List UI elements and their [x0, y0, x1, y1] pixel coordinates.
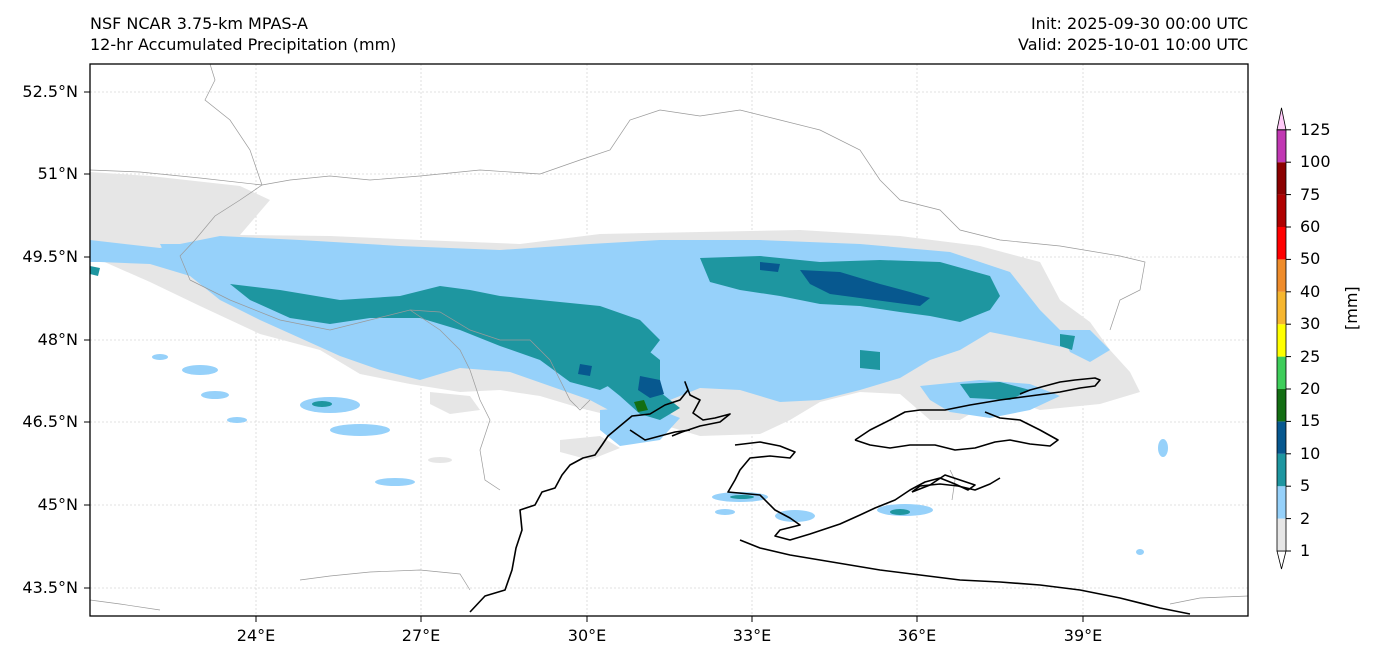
- valid-time: Valid: 2025-10-01 10:00 UTC: [1017, 35, 1248, 54]
- lat-label-49-5: 49.5°N: [22, 247, 78, 266]
- colorbar-swatch-40: [1277, 259, 1286, 292]
- country-borders: [90, 64, 1248, 611]
- colorbar-swatch-30: [1277, 291, 1286, 325]
- colorbar-swatch-5: [1277, 453, 1286, 487]
- colorbar-swatch-60: [1277, 194, 1286, 227]
- lon-label-27: 27°E: [401, 626, 441, 645]
- colorbar-swatch-25: [1277, 324, 1286, 357]
- colorbar-label-2: 2: [1300, 508, 1311, 528]
- axis-ticks: [84, 91, 1084, 622]
- colorbar-swatch-2: [1277, 486, 1286, 519]
- lat-label-48: 48°N: [37, 330, 78, 349]
- field-name: 12-hr Accumulated Precipitation (mm): [90, 35, 397, 54]
- lat-label-51: 51°N: [37, 164, 78, 183]
- lat-label-52-5: 52.5°N: [22, 82, 78, 101]
- lat-label-43-5: 43.5°N: [22, 578, 78, 597]
- precip-10-15mm: [578, 262, 930, 398]
- colorbar-label-10: 10: [1300, 443, 1321, 463]
- lon-label-33: 33°E: [732, 626, 772, 645]
- init-time: Init: 2025-09-30 00:00 UTC: [1030, 14, 1248, 33]
- colorbar-label-40: 40: [1300, 281, 1321, 301]
- colorbar-extend-min: [1276, 550, 1287, 570]
- colorbar-label-125: 125: [1300, 119, 1331, 139]
- lat-label-45: 45°N: [37, 495, 78, 514]
- colorbar-swatch-50: [1277, 227, 1286, 260]
- lon-label-24: 24°E: [236, 626, 276, 645]
- colorbar-label-60: 60: [1300, 217, 1321, 236]
- colorbar-swatch-1: [1277, 518, 1286, 551]
- colorbar-label-30: 30: [1300, 314, 1321, 334]
- colorbar-label-25: 25: [1300, 346, 1321, 366]
- lon-label-39: 39°E: [1063, 626, 1103, 645]
- colorbar-title: [mm]: [1342, 286, 1361, 330]
- colorbar-swatch-15: [1277, 389, 1286, 422]
- title-left: NSF NCAR 3.75-km MPAS-A 12-hr Accumulate…: [90, 13, 396, 55]
- colorbar-label-100: 100: [1300, 152, 1331, 172]
- colorbar-swatch-10: [1277, 421, 1286, 454]
- colorbar-label-50: 50: [1300, 249, 1321, 269]
- lon-label-36: 36°E: [897, 626, 937, 645]
- coastlines: [469, 377, 1191, 615]
- model-name: NSF NCAR 3.75-km MPAS-A: [90, 14, 308, 33]
- lon-label-30: 30°E: [567, 626, 607, 645]
- precip-15-20mm: [634, 400, 648, 412]
- colorbar-label-5: 5: [1300, 476, 1311, 496]
- colorbar-outline: [1276, 129, 1287, 552]
- colorbar-swatch-75: [1277, 162, 1286, 195]
- colorbar-label-15: 15: [1300, 411, 1321, 431]
- colorbar: [1276, 107, 1291, 570]
- colorbar-label-75: 75: [1300, 184, 1321, 204]
- colorbar-label-1: 1: [1300, 541, 1311, 560]
- colorbar-label-20: 20: [1300, 379, 1321, 398]
- title-right: Init: 2025-09-30 00:00 UTC Valid: 2025-1…: [1018, 13, 1248, 55]
- colorbar-extend-max: [1276, 107, 1287, 131]
- precip-showers: [152, 354, 1168, 555]
- lat-label-46-5: 46.5°N: [22, 412, 78, 431]
- colorbar-swatch-20: [1277, 356, 1286, 389]
- colorbar-swatch-100: [1277, 129, 1286, 163]
